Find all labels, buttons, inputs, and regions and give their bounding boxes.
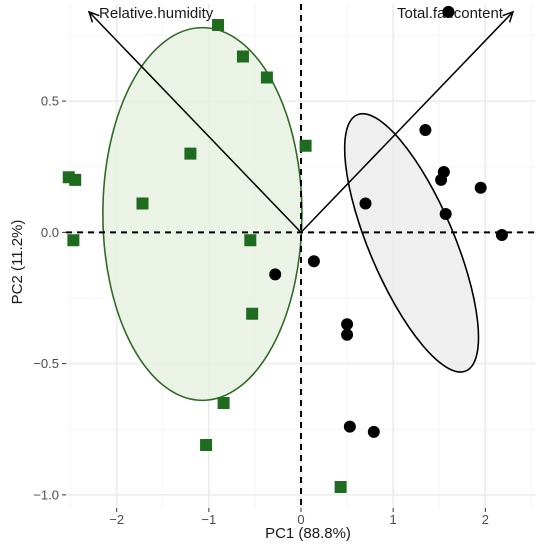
x-tick-label: 0 bbox=[297, 512, 304, 527]
ellipse-layer bbox=[102, 26, 480, 402]
black-circle-point bbox=[341, 328, 354, 341]
black-circle-point bbox=[474, 181, 487, 194]
y-tick-label: −0.5 bbox=[33, 356, 59, 371]
x-axis-title: PC1 (88.8%) bbox=[265, 525, 351, 542]
loading-arrow-label: Relative.humidity bbox=[99, 5, 214, 22]
green-square-point bbox=[184, 147, 197, 160]
loading-arrowhead bbox=[502, 10, 515, 23]
black-circle-point bbox=[495, 229, 508, 241]
black-circle-point bbox=[359, 197, 372, 210]
x-tick-label: 1 bbox=[390, 512, 397, 527]
black-circle-point bbox=[307, 255, 320, 268]
black-circle-point bbox=[343, 420, 356, 433]
black-circle-point bbox=[341, 318, 354, 331]
black-circle-point bbox=[435, 173, 448, 186]
y-tick-label: 0.0 bbox=[41, 225, 59, 240]
loading-arrow-line bbox=[88, 11, 302, 233]
green-square-point bbox=[236, 50, 249, 63]
green-square-point bbox=[67, 234, 80, 247]
loading-arrow-line bbox=[300, 11, 514, 233]
green-square-point bbox=[334, 481, 347, 493]
black-circle-point bbox=[419, 124, 432, 136]
green-square-point bbox=[246, 307, 259, 320]
green-square-point bbox=[244, 234, 257, 247]
loading-arrowhead bbox=[87, 10, 100, 23]
green-square-point bbox=[69, 173, 82, 186]
x-tick-label: 2 bbox=[482, 512, 489, 527]
y-tick-label: −1.0 bbox=[33, 487, 59, 502]
y-axis-title: PC2 (11.2%) bbox=[9, 220, 26, 305]
black-circle-point bbox=[367, 425, 380, 438]
point-layer bbox=[62, 5, 508, 493]
green-square-point bbox=[200, 439, 213, 451]
black-circle-point bbox=[269, 268, 282, 281]
black-circle-point bbox=[439, 208, 452, 220]
green-square-point bbox=[299, 139, 312, 152]
x-tick-label: −1 bbox=[201, 512, 216, 527]
green-square-point bbox=[217, 397, 230, 409]
ellipse-black-group bbox=[343, 112, 480, 373]
y-tick-label: 0.5 bbox=[41, 94, 59, 109]
x-tick-label: −2 bbox=[109, 512, 124, 527]
green-square-point bbox=[260, 71, 273, 84]
green-square-point bbox=[212, 19, 225, 31]
black-circle-point bbox=[442, 5, 455, 18]
axis-layer: PC1 (88.8%) PC2 (11.2%) −2 −1 0 1 2 −1.0 −0.5 0… bbox=[9, 94, 489, 542]
ellipse-green-group bbox=[102, 26, 303, 402]
green-square-point bbox=[136, 197, 149, 210]
